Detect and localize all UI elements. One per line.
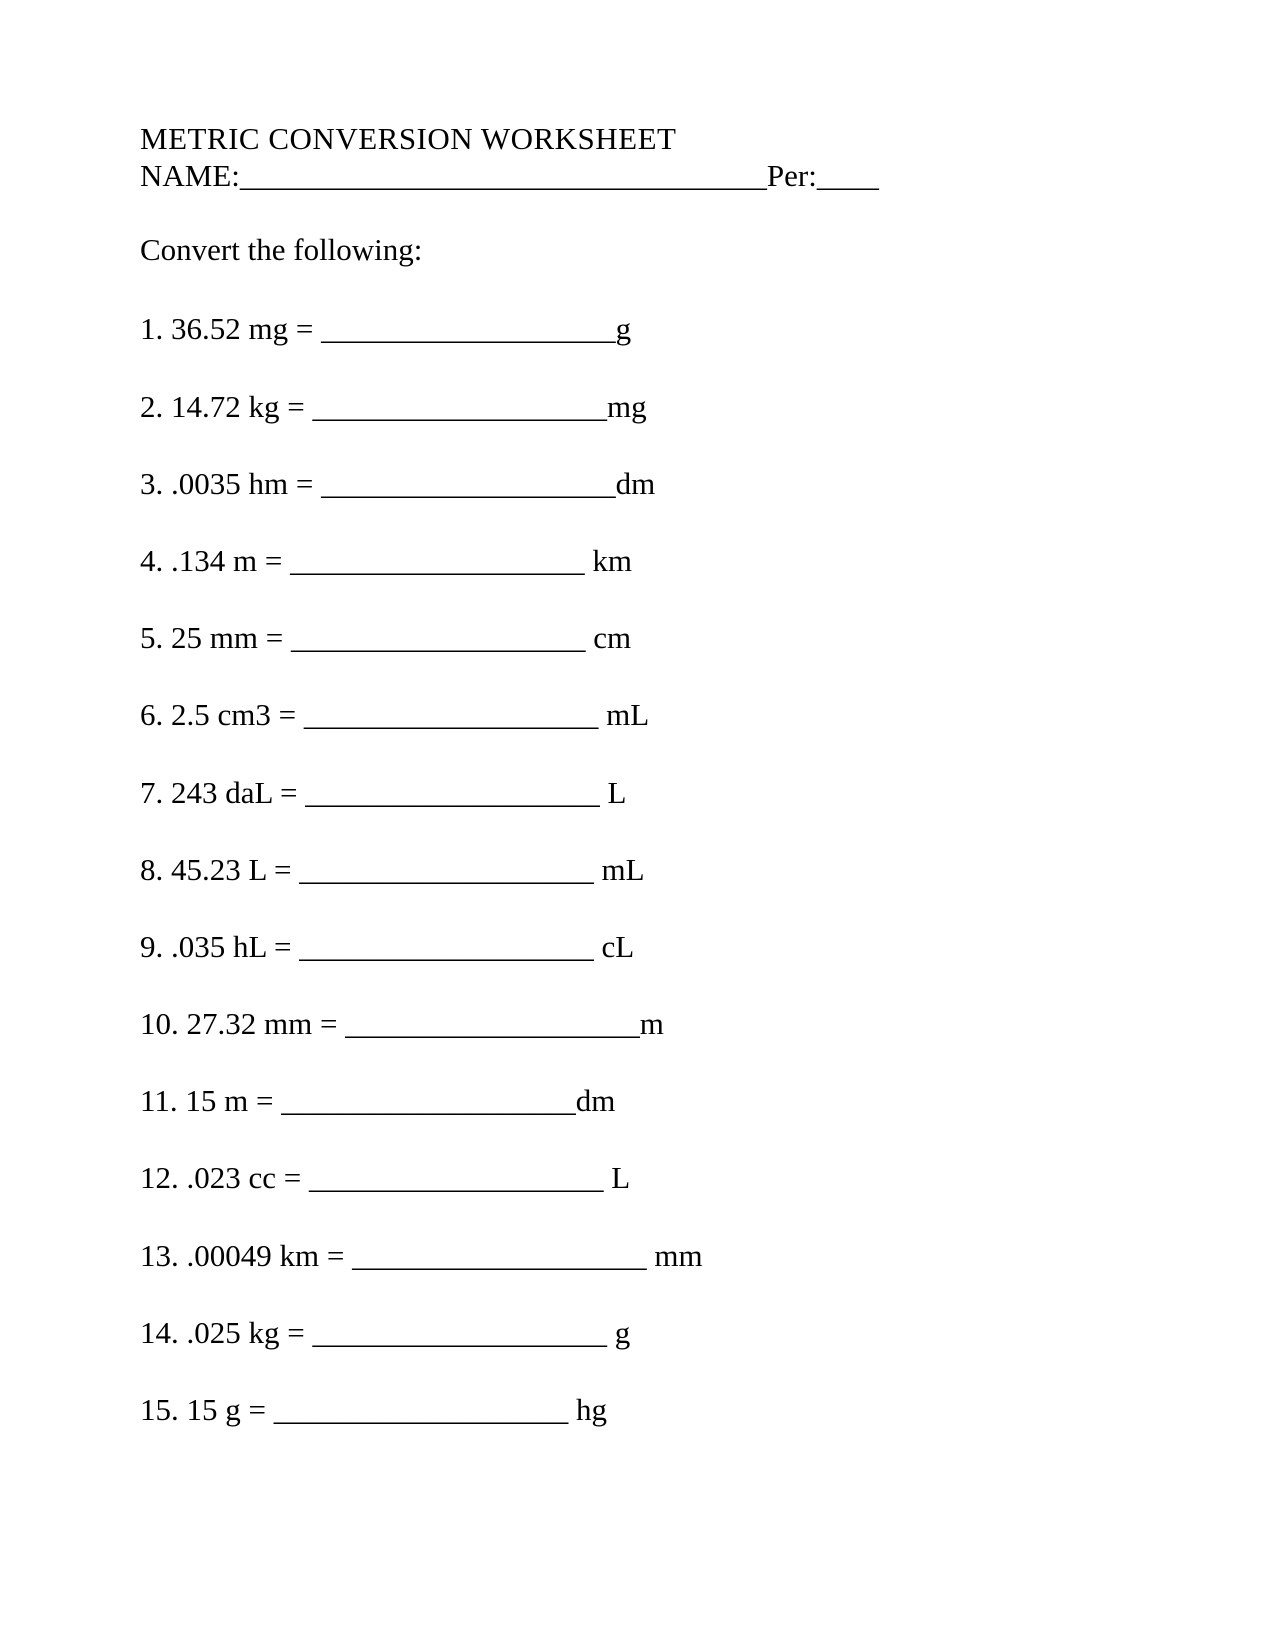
name-period-line: NAME:__________________________________P… [140, 157, 1135, 194]
problem-item: 6. 2.5 cm3 = ___________________ mL [140, 696, 1135, 733]
problem-item: 7. 243 daL = ___________________ L [140, 774, 1135, 811]
problem-item: 2. 14.72 kg = ___________________mg [140, 388, 1135, 425]
problem-item: 3. .0035 hm = ___________________dm [140, 465, 1135, 502]
problem-item: 12. .023 cc = ___________________ L [140, 1159, 1135, 1196]
problem-item: 10. 27.32 mm = ___________________m [140, 1005, 1135, 1042]
name-label: NAME: [140, 158, 240, 193]
name-blank[interactable]: __________________________________ [240, 158, 767, 193]
problem-item: 1. 36.52 mg = ___________________g [140, 310, 1135, 347]
per-blank[interactable]: ____ [817, 158, 879, 193]
problem-item: 13. .00049 km = ___________________ mm [140, 1237, 1135, 1274]
problem-item: 11. 15 m = ___________________dm [140, 1082, 1135, 1119]
problems-list: 1. 36.52 mg = ___________________g 2. 14.… [140, 310, 1135, 1428]
worksheet-title: METRIC CONVERSION WORKSHEET [140, 120, 1135, 157]
problem-item: 4. .134 m = ___________________ km [140, 542, 1135, 579]
problem-item: 5. 25 mm = ___________________ cm [140, 619, 1135, 656]
problem-item: 15. 15 g = ___________________ hg [140, 1391, 1135, 1428]
problem-item: 9. .035 hL = ___________________ cL [140, 928, 1135, 965]
problem-item: 14. .025 kg = ___________________ g [140, 1314, 1135, 1351]
problem-item: 8. 45.23 L = ___________________ mL [140, 851, 1135, 888]
instructions: Convert the following: [140, 232, 1135, 268]
per-label: Per: [767, 158, 817, 193]
